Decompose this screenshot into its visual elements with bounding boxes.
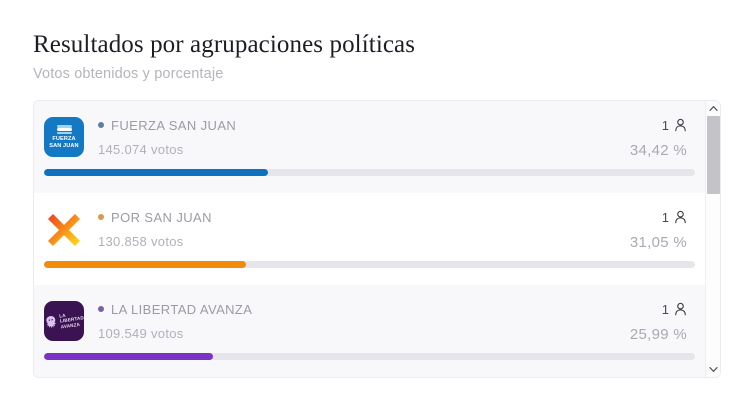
party-info: LA LIBERTAD AVANZA 109.549 votos [84,299,630,341]
seats-count: 1 [661,209,669,225]
party-color-dot [98,306,104,312]
results-card: FUERZA SAN JUAN FUERZA SAN JUAN 145.074 … [33,100,721,378]
party-info: FUERZA SAN JUAN 145.074 votos [84,115,630,157]
row-stats: 1 34,42 % [629,115,687,160]
page-header: Resultados por agrupaciones políticas Vo… [0,0,754,82]
progress-bar-track [44,353,695,360]
seats-count: 1 [661,117,669,133]
scroll-up-button[interactable] [706,101,721,116]
percentage: 25,99 % [629,326,687,343]
table-row[interactable]: FUERZA SAN JUAN FUERZA SAN JUAN 145.074 … [34,101,705,193]
party-votes: 130.858 votos [98,234,184,249]
percentage: 34,42 % [629,142,687,159]
person-icon [675,118,686,132]
progress-bar-track [44,261,695,268]
scroll-down-button[interactable] [706,362,721,377]
la-libertad-avanza-logo: LA LIBERTAD AVANZA [44,301,84,341]
results-list: FUERZA SAN JUAN FUERZA SAN JUAN 145.074 … [34,101,705,377]
seats-count: 1 [661,301,669,317]
person-icon [675,302,686,316]
logo-line-1: FUERZA [52,136,76,143]
progress-bar-fill [44,169,269,176]
party-color-dot [98,122,104,128]
por-san-juan-logo [44,209,84,249]
flag-icon [56,125,72,135]
page-subtitle: Votos obtenidos y porcentaje [33,66,224,82]
logo-line-2: SAN JUAN [49,142,79,149]
percentage: 31,05 % [629,234,687,251]
scrollbar-trough[interactable] [705,116,720,362]
scrollbar-thumb[interactable] [706,116,720,194]
chevron-up-icon [708,106,718,111]
party-name: POR SAN JUAN [111,209,212,225]
row-stats: 1 25,99 % [629,299,687,344]
party-votes: 145.074 votos [98,142,184,157]
party-info: POR SAN JUAN 130.858 votos [84,207,630,249]
table-row[interactable]: POR SAN JUAN 130.858 votos 1 31,05 % [34,193,705,285]
page-title: Resultados por agrupaciones políticas [33,31,416,58]
vertical-scrollbar[interactable] [705,101,720,377]
party-name: FUERZA SAN JUAN [111,117,237,133]
progress-bar-track [44,169,695,176]
chevron-down-icon [708,367,718,372]
party-name: LA LIBERTAD AVANZA [111,301,253,317]
table-row[interactable]: LA LIBERTAD AVANZA LA LIBERTAD AVANZA 10… [34,285,705,377]
x-mark-icon [48,214,80,246]
row-stats: 1 31,05 % [629,207,687,252]
fuerza-san-juan-logo: FUERZA SAN JUAN [44,117,84,157]
party-color-dot [98,214,104,220]
party-votes: 109.549 votos [98,326,184,341]
person-icon [675,210,686,224]
lion-icon [46,316,57,329]
progress-bar-fill [44,353,214,360]
progress-bar-fill [44,261,247,268]
